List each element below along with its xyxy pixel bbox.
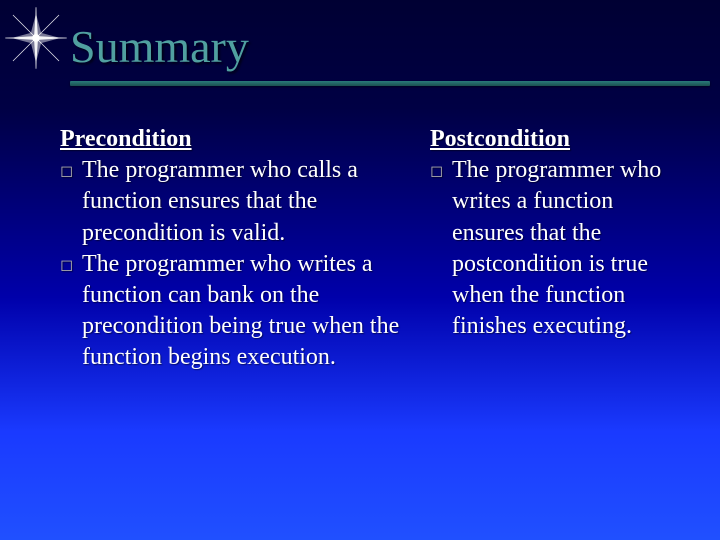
- bullet-icon: ◻: [60, 249, 82, 281]
- bullet-text: The programmer who writes a function ens…: [452, 155, 690, 342]
- list-item: ◻ The programmer who writes a function e…: [430, 155, 690, 342]
- bullet-text: The programmer who calls a function ensu…: [82, 155, 420, 249]
- postcondition-column: Postcondition ◻ The programmer who write…: [430, 124, 700, 374]
- precondition-heading: Precondition: [60, 124, 420, 155]
- list-item: ◻ The programmer who writes a function c…: [60, 249, 420, 374]
- title-bar: Summary: [0, 0, 720, 73]
- content-columns: Precondition ◻ The programmer who calls …: [0, 86, 720, 374]
- slide-title: Summary: [70, 20, 720, 73]
- bullet-icon: ◻: [430, 155, 452, 187]
- postcondition-heading: Postcondition: [430, 124, 690, 155]
- bullet-text: The programmer who writes a function can…: [82, 249, 420, 374]
- list-item: ◻ The programmer who calls a function en…: [60, 155, 420, 249]
- bullet-icon: ◻: [60, 155, 82, 187]
- precondition-column: Precondition ◻ The programmer who calls …: [60, 124, 420, 374]
